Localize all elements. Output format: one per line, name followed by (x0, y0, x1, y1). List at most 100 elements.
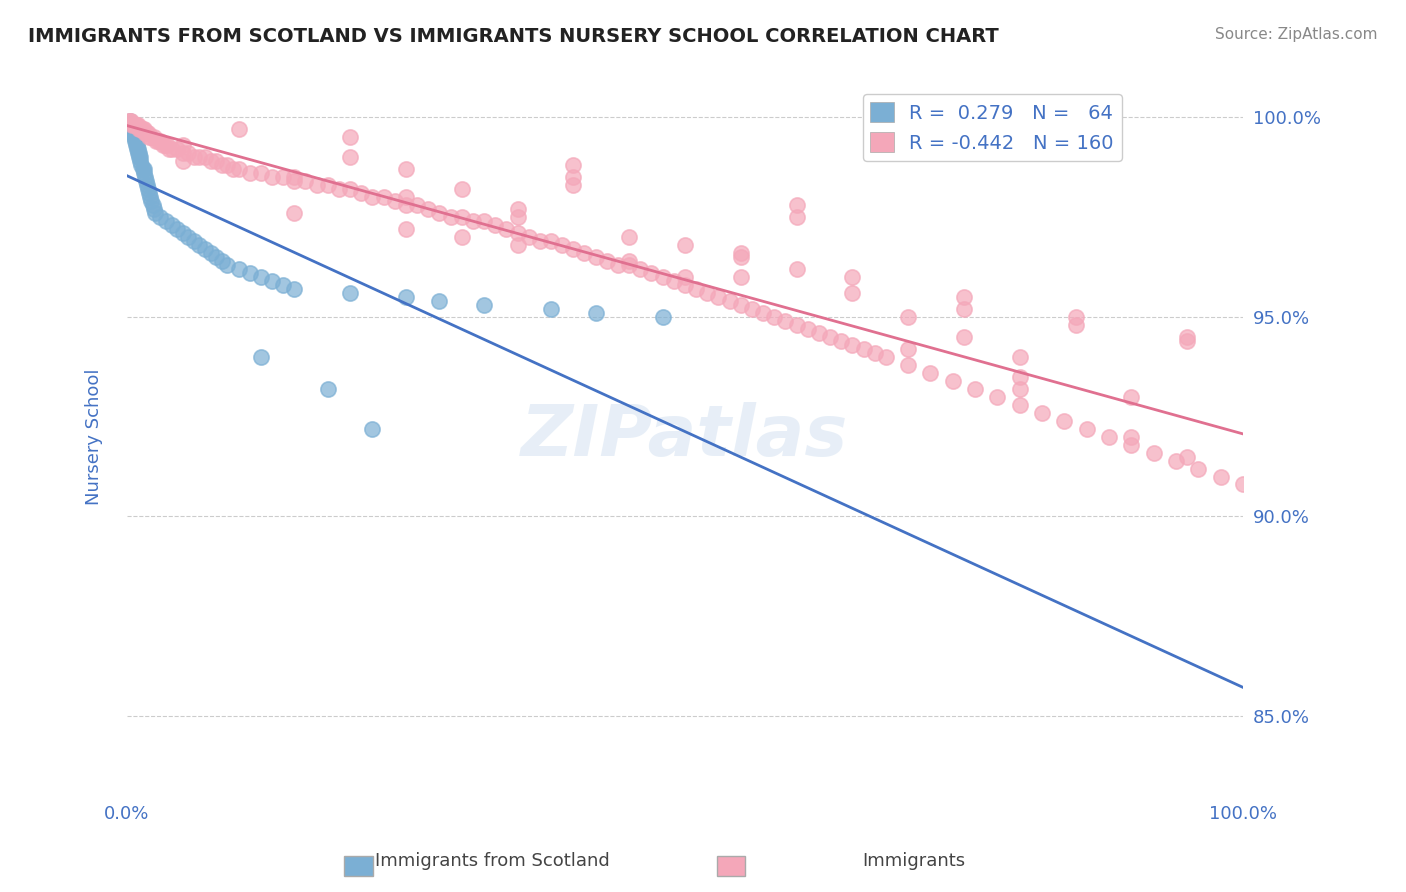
Point (1064, 310, 1087, 324)
Point (506, 238, 529, 252)
Point (239, 166, 262, 180)
Point (305, 178, 328, 193)
Point (1121, 390, 1143, 404)
Point (125, 119, 148, 133)
Point (807, 326, 830, 340)
Point (965, 382, 987, 396)
Point (135, 126, 157, 140)
Point (673, 270, 696, 285)
Point (228, 262, 250, 277)
Point (128, 122, 150, 136)
Point (529, 234, 551, 248)
Point (121, 126, 143, 140)
Point (211, 158, 233, 172)
Point (217, 258, 239, 272)
Legend: R =  0.279   N =   64, R = -0.442   N = 160: R = 0.279 N = 64, R = -0.442 N = 160 (863, 95, 1122, 161)
Point (160, 218, 183, 232)
Point (617, 230, 640, 244)
Point (132, 122, 155, 136)
Point (1098, 429, 1121, 443)
Point (517, 230, 540, 244)
Point (786, 318, 808, 332)
Point (651, 270, 673, 285)
FancyBboxPatch shape (717, 856, 745, 876)
Point (1175, 334, 1198, 348)
Point (124, 119, 146, 133)
Point (136, 182, 159, 196)
Point (617, 258, 640, 272)
Point (194, 150, 217, 164)
Point (250, 350, 273, 364)
Point (205, 250, 228, 264)
Point (953, 290, 976, 304)
Point (149, 134, 172, 148)
Point (128, 146, 150, 161)
Point (395, 190, 418, 204)
Point (316, 178, 339, 193)
Point (461, 214, 484, 228)
Point (818, 330, 841, 344)
Point (1164, 453, 1187, 467)
Point (1187, 461, 1209, 475)
Point (188, 238, 211, 252)
Point (125, 138, 148, 153)
Point (260, 170, 283, 185)
Point (897, 342, 920, 356)
Point (506, 210, 529, 224)
Point (830, 334, 852, 348)
Point (450, 210, 472, 224)
Point (1053, 414, 1076, 428)
Point (942, 374, 965, 388)
Point (395, 198, 418, 212)
Point (730, 270, 752, 285)
Point (841, 338, 863, 352)
Point (125, 138, 148, 153)
Point (122, 119, 145, 133)
Point (127, 142, 149, 156)
Point (685, 282, 707, 296)
Point (429, 206, 451, 220)
Point (730, 298, 752, 312)
Point (211, 254, 233, 268)
Point (373, 190, 395, 204)
Point (194, 242, 217, 256)
Point (143, 206, 166, 220)
Point (562, 158, 585, 172)
Point (131, 122, 153, 136)
Point (339, 150, 361, 164)
Point (1008, 382, 1031, 396)
Point (129, 154, 152, 169)
Text: IMMIGRANTS FROM SCOTLAND VS IMMIGRANTS NURSERY SCHOOL CORRELATION CHART: IMMIGRANTS FROM SCOTLAND VS IMMIGRANTS N… (28, 27, 998, 45)
Point (205, 154, 228, 169)
Point (1121, 429, 1143, 443)
Point (841, 270, 863, 285)
Point (294, 174, 316, 188)
Point (142, 130, 165, 145)
Point (250, 166, 273, 180)
Point (200, 154, 222, 169)
Point (472, 298, 495, 312)
Point (260, 274, 283, 288)
Point (673, 277, 696, 292)
Point (132, 166, 155, 180)
Point (540, 301, 562, 316)
Point (138, 130, 160, 145)
Point (127, 146, 149, 161)
Point (146, 134, 169, 148)
Point (339, 285, 361, 300)
Point (283, 170, 305, 185)
Point (155, 214, 177, 228)
Point (160, 142, 183, 156)
Point (841, 285, 863, 300)
Point (1008, 350, 1031, 364)
Point (540, 234, 562, 248)
Point (1008, 398, 1031, 412)
Point (1175, 450, 1198, 464)
Point (188, 150, 211, 164)
Point (139, 190, 162, 204)
Point (122, 130, 145, 145)
Point (1064, 318, 1087, 332)
Point (506, 202, 529, 216)
Point (121, 122, 143, 136)
Point (562, 170, 585, 185)
